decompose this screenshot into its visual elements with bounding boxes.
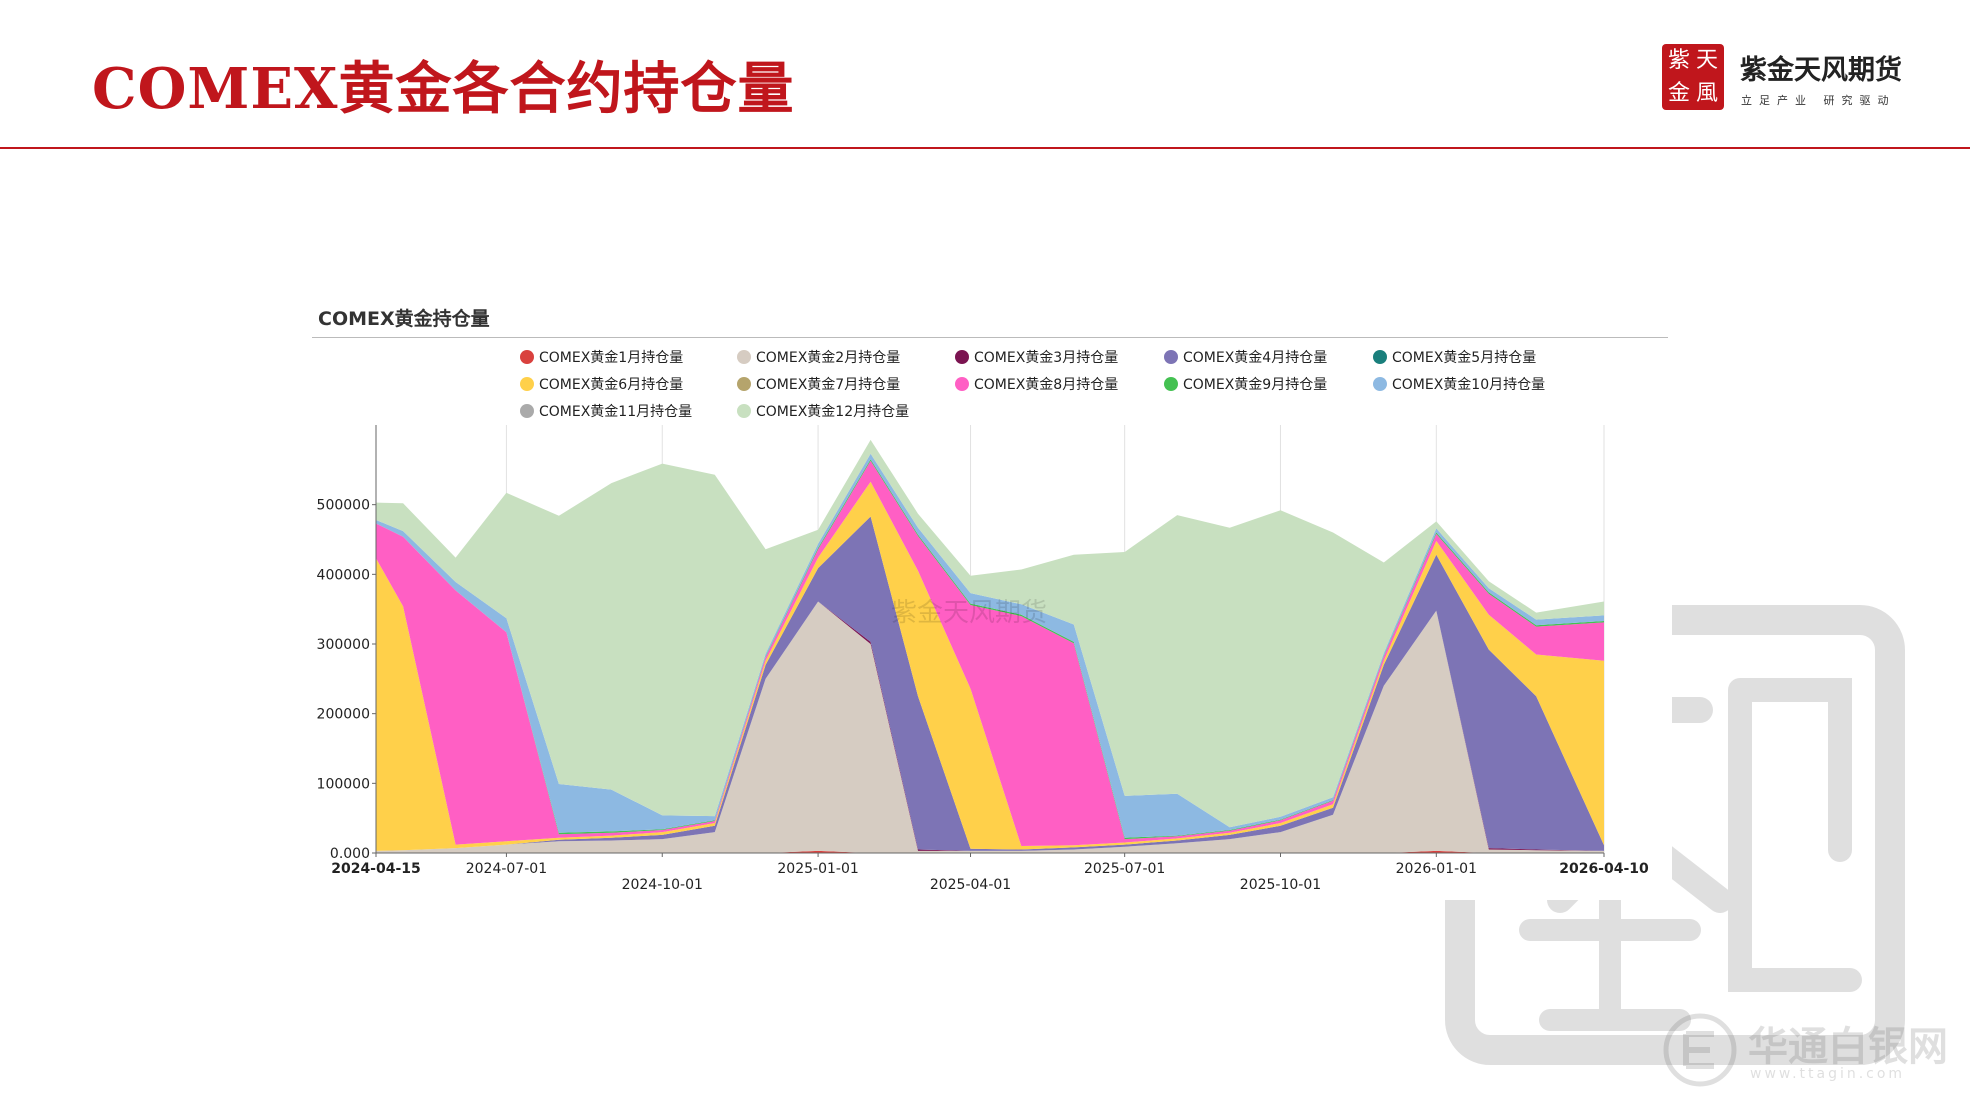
legend-label: COMEX黄金6月持仓量 xyxy=(539,377,684,393)
series-area xyxy=(376,439,1604,828)
logo-tagline: 立足产业 研究驱动 xyxy=(1741,94,1896,107)
chart-plot: 0.000 100000 200000 300000 400000 500000 2024-… xyxy=(317,425,1649,893)
legend-item[interactable]: COMEX黄金3月持仓量 xyxy=(955,347,1118,367)
legend-swatch xyxy=(1373,350,1387,364)
legend-item[interactable]: COMEX黄金5月持仓量 xyxy=(1373,347,1536,367)
x-tick-label: 2026-01-01 xyxy=(1396,861,1477,877)
x-tick-label: 2025-10-01 xyxy=(1240,877,1321,893)
x-tick-label: 2025-04-01 xyxy=(930,877,1011,893)
chart-title: COMEX黄金持仓量 xyxy=(318,308,490,330)
legend-swatch xyxy=(955,350,969,364)
legend-swatch xyxy=(737,350,751,364)
y-tick-label: 100000 xyxy=(317,776,370,792)
legend-swatch xyxy=(737,377,751,391)
legend-label: COMEX黄金12月持仓量 xyxy=(756,404,910,420)
legend-label: COMEX黄金10月持仓量 xyxy=(1392,377,1546,393)
legend-label: COMEX黄金8月持仓量 xyxy=(974,377,1119,393)
footer-watermark-name: 华通白银网 xyxy=(1748,1024,1948,1070)
logo-seal-char: 天 xyxy=(1695,47,1718,73)
legend-label: COMEX黄金9月持仓量 xyxy=(1183,377,1328,393)
legend-swatch xyxy=(520,404,534,418)
chart-title-divider xyxy=(312,337,1668,338)
chart-panel: COMEX黄金持仓量 COMEX黄金1月持仓量 COMEX黄金2月持仓量 COMEX… xyxy=(306,290,1672,900)
legend-item[interactable]: COMEX黄金7月持仓量 xyxy=(737,374,900,394)
legend-label: COMEX黄金5月持仓量 xyxy=(1392,350,1537,366)
legend-swatch xyxy=(737,404,751,418)
legend-swatch xyxy=(1164,377,1178,391)
title-divider xyxy=(0,147,1970,149)
x-tick-label: 2024-04-15 xyxy=(331,861,421,877)
legend-swatch xyxy=(520,350,534,364)
legend-swatch xyxy=(1164,350,1178,364)
legend-item[interactable]: COMEX黄金8月持仓量 xyxy=(955,374,1118,394)
chart-legend: COMEX黄金1月持仓量 COMEX黄金2月持仓量 COMEX黄金3月持仓量 COME… xyxy=(306,290,1672,430)
legend-label: COMEX黄金4月持仓量 xyxy=(1183,350,1328,366)
y-tick-label: 300000 xyxy=(317,637,370,653)
legend-swatch xyxy=(955,377,969,391)
company-logo: 紫天金風 紫金天风期货 立足产业 研究驱动 xyxy=(1662,44,1922,114)
legend-item[interactable]: COMEX黄金9月持仓量 xyxy=(1164,374,1327,394)
chart-watermark: 紫金天风期货 xyxy=(891,598,1048,628)
logo-seal-char: 風 xyxy=(1695,80,1718,106)
x-tick-label: 2024-07-01 xyxy=(466,861,547,877)
x-tick-label: 2025-07-01 xyxy=(1084,861,1165,877)
logo-name: 紫金天风期货 xyxy=(1740,55,1902,86)
legend-item[interactable]: COMEX黄金4月持仓量 xyxy=(1164,347,1327,367)
legend-item[interactable]: COMEX黄金6月持仓量 xyxy=(520,374,683,394)
legend-swatch xyxy=(520,377,534,391)
logo-seal-char: 紫 xyxy=(1667,47,1690,73)
footer-watermark-icon xyxy=(1663,1013,1737,1087)
footer-watermark-url: www.ttagin.com xyxy=(1750,1066,1906,1082)
logo-seal: 紫天金風 xyxy=(1662,44,1724,110)
y-tick-label: 500000 xyxy=(317,498,370,514)
legend-item[interactable]: COMEX黄金12月持仓量 xyxy=(737,401,909,421)
series-area xyxy=(376,481,1604,851)
x-tick-label: 2026-04-10 xyxy=(1559,861,1649,877)
y-tick-label: 200000 xyxy=(317,707,370,723)
series-area xyxy=(376,460,1604,846)
footer-watermark: 华通白银网 www.ttagin.com xyxy=(1660,1010,1960,1090)
legend-swatch xyxy=(1373,377,1387,391)
page-title: COMEX黄金各合约持仓量 xyxy=(92,56,795,122)
legend-item[interactable]: COMEX黄金1月持仓量 xyxy=(520,347,683,367)
legend-label: COMEX黄金2月持仓量 xyxy=(756,350,901,366)
x-tick-label: 2025-01-01 xyxy=(777,861,858,877)
y-tick-label: 0.000 xyxy=(330,846,370,862)
legend-item[interactable]: COMEX黄金11月持仓量 xyxy=(520,401,692,421)
legend-item[interactable]: COMEX黄金2月持仓量 xyxy=(737,347,900,367)
x-tick-label: 2024-10-01 xyxy=(622,877,703,893)
logo-seal-char: 金 xyxy=(1667,80,1690,106)
legend-label: COMEX黄金3月持仓量 xyxy=(974,350,1119,366)
legend-label: COMEX黄金7月持仓量 xyxy=(756,377,901,393)
y-tick-label: 400000 xyxy=(317,567,370,583)
legend-item[interactable]: COMEX黄金10月持仓量 xyxy=(1373,374,1545,394)
series-area xyxy=(376,601,1604,853)
legend-label: COMEX黄金1月持仓量 xyxy=(539,350,684,366)
legend-label: COMEX黄金11月持仓量 xyxy=(539,404,693,420)
